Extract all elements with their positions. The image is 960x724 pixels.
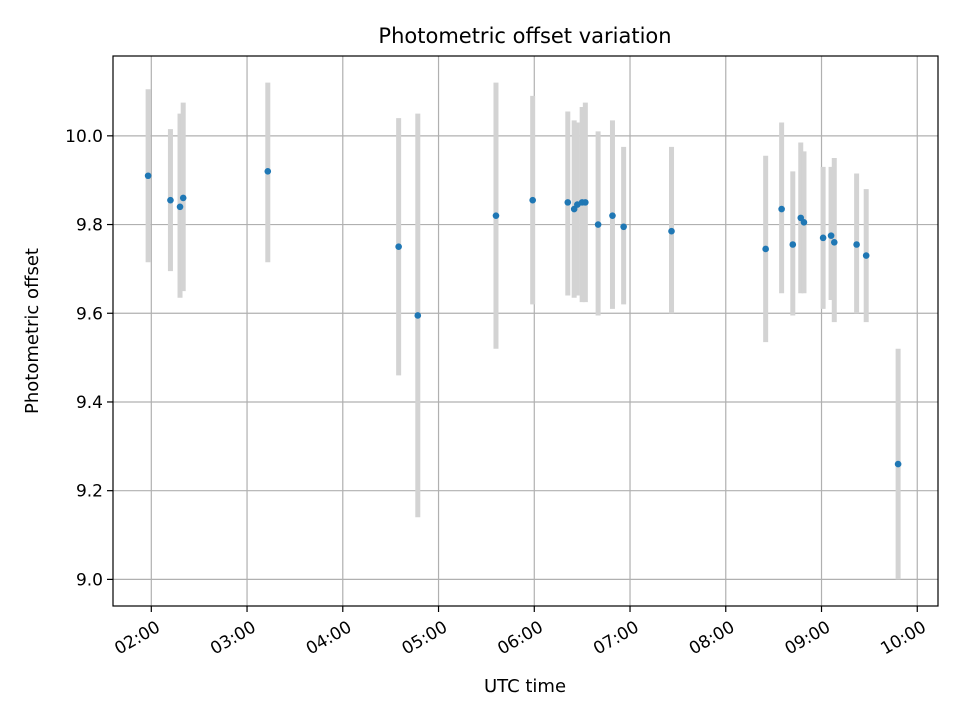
data-point (853, 241, 860, 248)
data-point (609, 212, 616, 219)
point-layer (144, 168, 902, 468)
data-point (620, 223, 627, 231)
data-point (668, 227, 675, 235)
data-point (778, 205, 785, 213)
data-point (564, 199, 572, 206)
y-tick-label: 10.0 (65, 127, 103, 147)
data-point (176, 203, 184, 211)
data-point (179, 194, 187, 202)
y-tick-label: 9.8 (76, 216, 103, 236)
data-point (264, 168, 272, 175)
data-point (894, 460, 902, 468)
data-point (819, 234, 827, 242)
y-tick-label: 9.4 (76, 393, 103, 413)
data-point (862, 252, 870, 259)
data-point (830, 238, 838, 246)
data-point (144, 172, 152, 180)
data-point (414, 312, 422, 319)
data-point (395, 243, 402, 251)
data-point (492, 212, 500, 219)
data-point (529, 196, 536, 204)
data-point (800, 219, 808, 226)
y-tick-label: 9.0 (76, 570, 103, 590)
data-point (762, 245, 769, 253)
x-axis-label: UTC time (484, 676, 566, 697)
data-point (827, 232, 835, 239)
plot-frame (112, 55, 939, 607)
y-tick-label: 9.6 (76, 304, 103, 324)
data-point (167, 196, 174, 204)
y-tick-label: 9.2 (76, 482, 103, 502)
data-point (582, 199, 589, 206)
y-axis-label: Photometric offset (22, 248, 43, 414)
chart-title: Photometric offset variation (378, 24, 671, 48)
data-point (789, 241, 797, 248)
data-point (594, 221, 602, 228)
